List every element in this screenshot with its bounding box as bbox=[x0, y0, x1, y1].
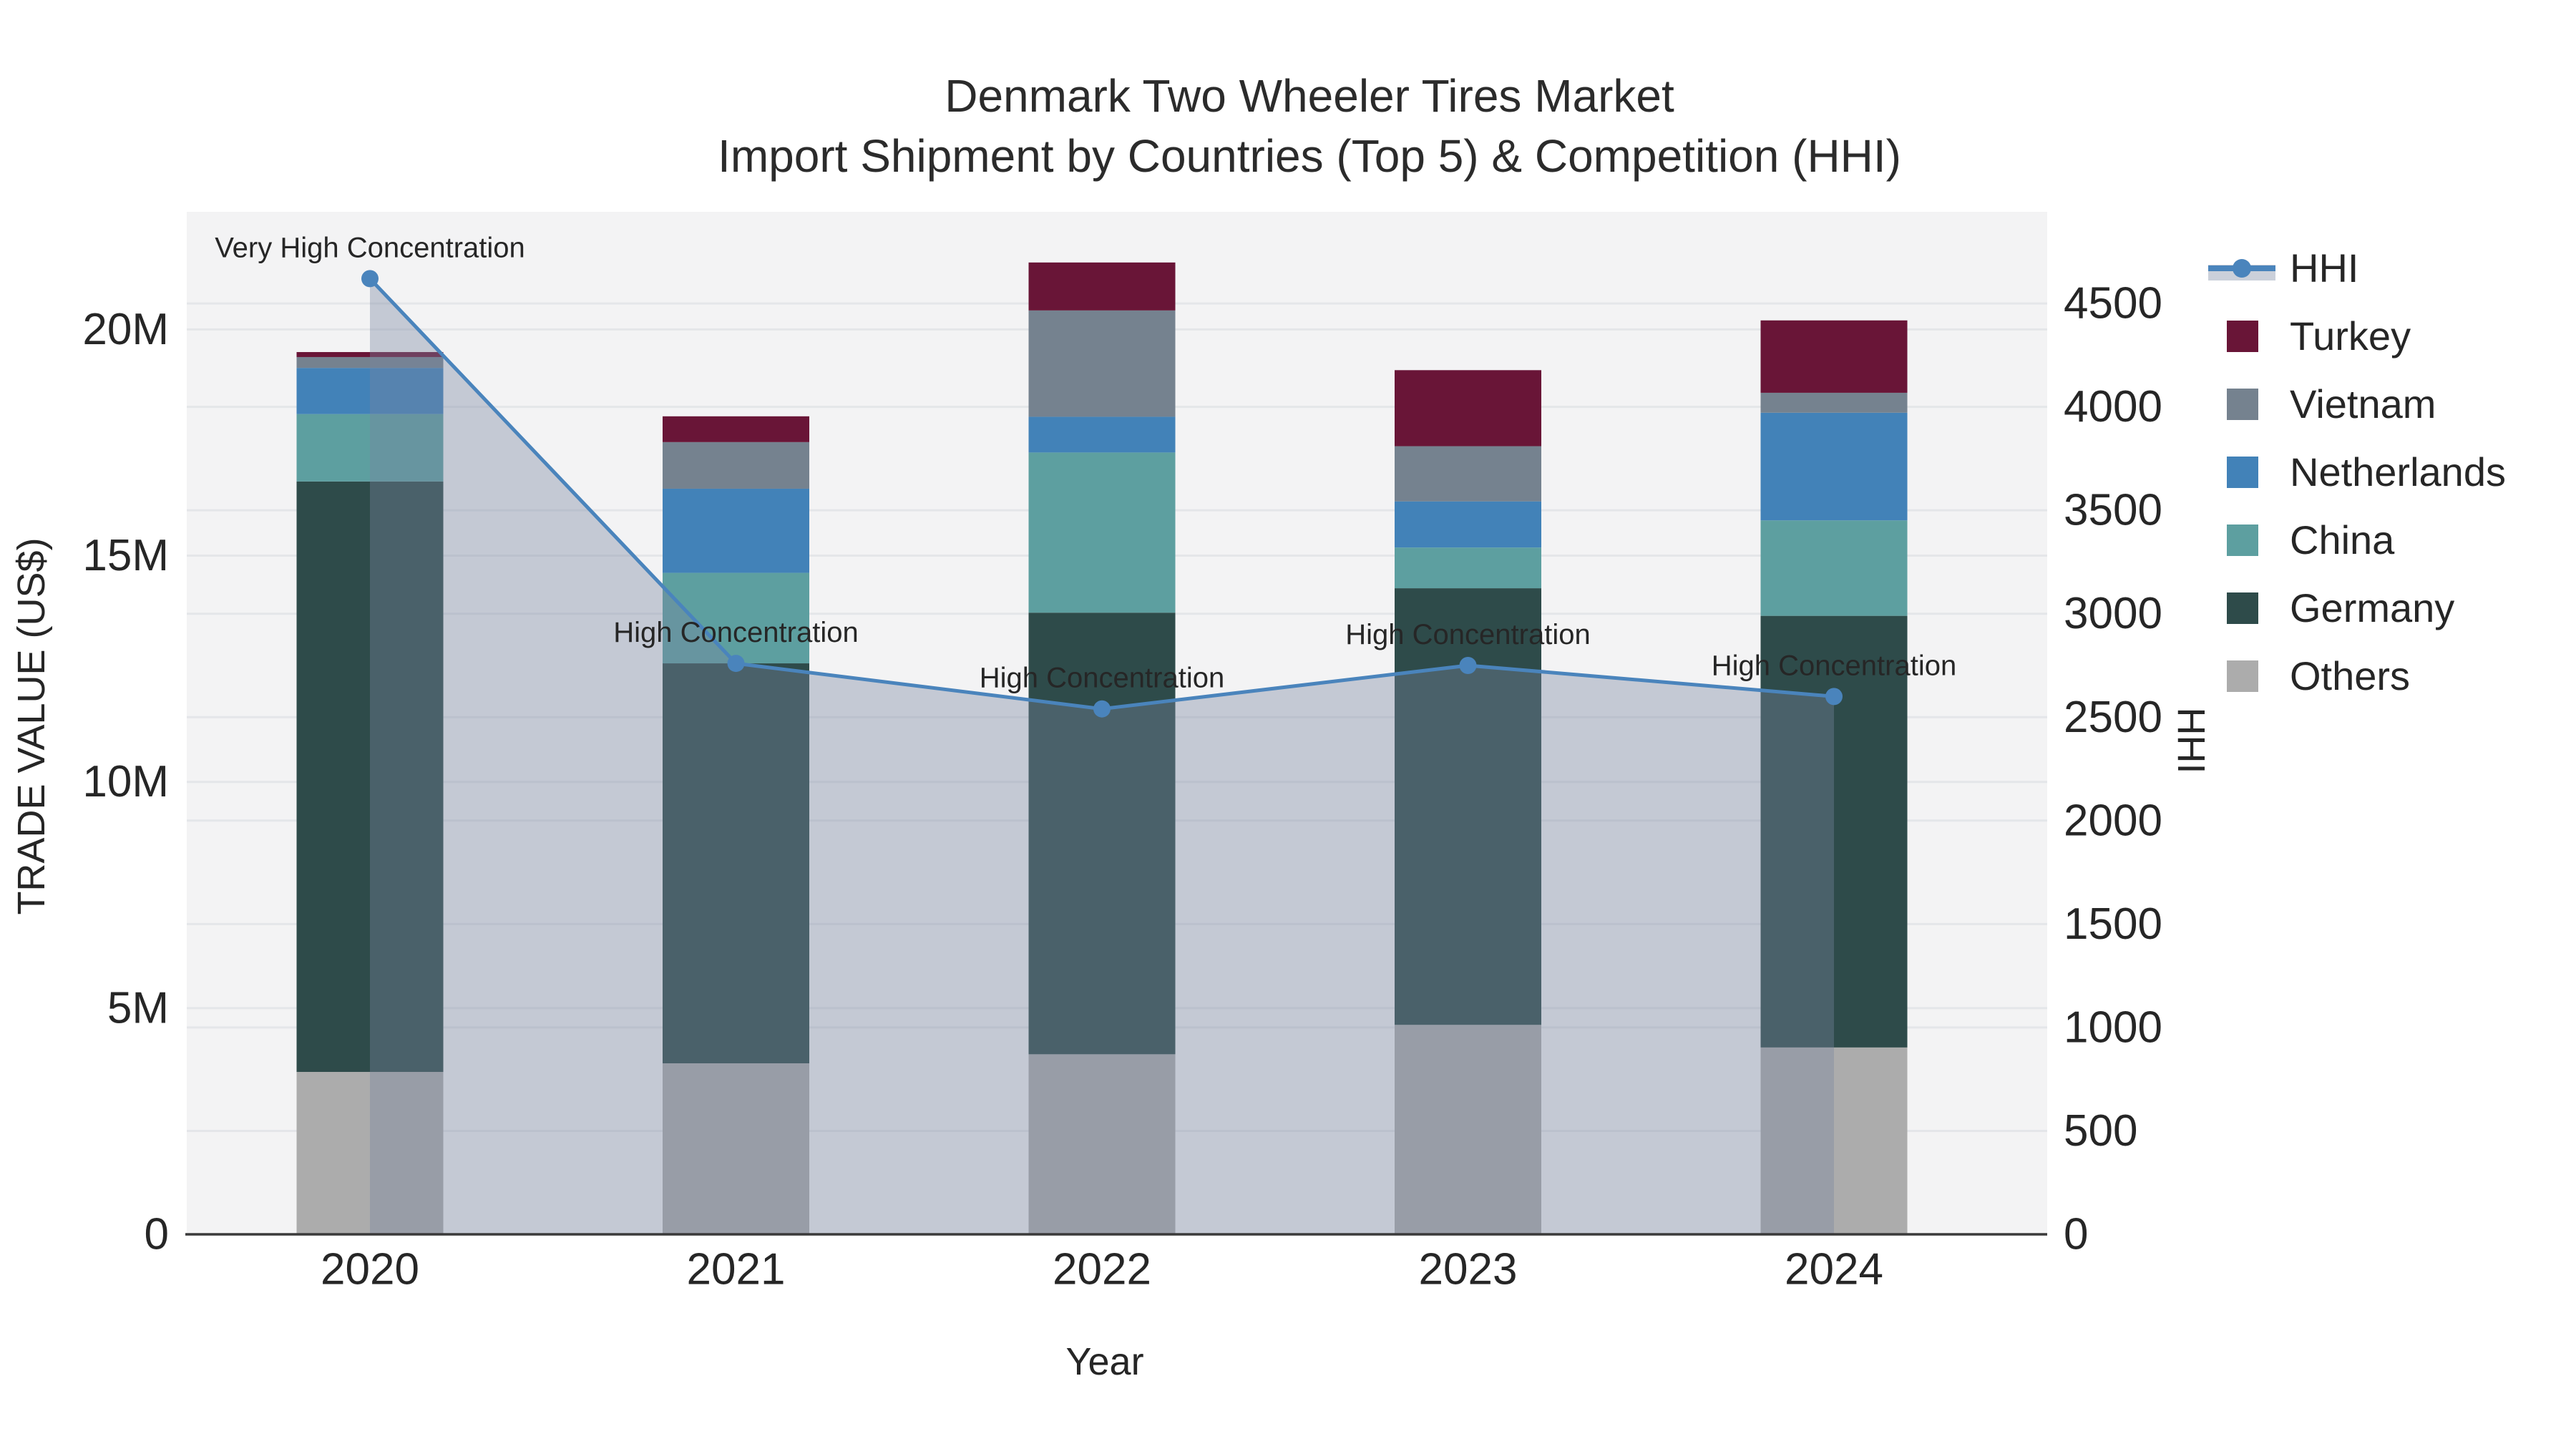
legend-color-square-icon bbox=[2227, 388, 2258, 420]
legend-item-netherlands[interactable]: Netherlands bbox=[2208, 438, 2506, 506]
y-left-tick-5M: 5M bbox=[107, 983, 169, 1033]
bar-segment-turkey-2023 bbox=[1395, 370, 1541, 447]
y-right-tick-3500: 3500 bbox=[2064, 486, 2162, 535]
bar-segment-china-2021 bbox=[663, 572, 809, 664]
chart-title-line1: Denmark Two Wheeler Tires Market bbox=[945, 70, 1674, 122]
hhi-marker-2020 bbox=[361, 270, 379, 288]
x-tick-2021: 2021 bbox=[687, 1245, 786, 1294]
bar-segment-netherlands-2020 bbox=[296, 368, 444, 414]
y-right-tick-500: 500 bbox=[2064, 1106, 2137, 1156]
bar-segment-others-2022 bbox=[1028, 1054, 1176, 1234]
y-left-tick-0: 0 bbox=[145, 1210, 169, 1259]
bar-segment-vietnam-2020 bbox=[296, 356, 444, 369]
y-right-tick-2000: 2000 bbox=[2064, 796, 2162, 845]
bar-segment-others-2024 bbox=[1760, 1047, 1908, 1234]
y-right-tick-0: 0 bbox=[2064, 1210, 2088, 1259]
x-axis-title: Year bbox=[1065, 1340, 1144, 1383]
legend-item-china[interactable]: China bbox=[2208, 506, 2506, 574]
chart-title-line2: Import Shipment by Countries (Top 5) & C… bbox=[718, 130, 1901, 182]
legend-item-others[interactable]: Others bbox=[2208, 642, 2506, 710]
legend-color-square-icon bbox=[2227, 524, 2258, 556]
legend-color-square-icon bbox=[2227, 456, 2258, 488]
hhi-marker-2024 bbox=[1825, 688, 1843, 706]
annotation-2023: High Concentration bbox=[1345, 619, 1590, 650]
y-left-tick-20M: 20M bbox=[82, 305, 169, 354]
bar-segment-others-2021 bbox=[663, 1063, 809, 1234]
legend-label-china: China bbox=[2290, 517, 2395, 562]
bar-segment-germany-2022 bbox=[1028, 613, 1176, 1055]
bar-segment-china-2024 bbox=[1760, 520, 1908, 616]
legend-swatch-others bbox=[2208, 660, 2290, 692]
bar-segment-china-2022 bbox=[1028, 452, 1176, 613]
legend-swatch-turkey bbox=[2208, 320, 2290, 352]
annotation-2022: High Concentration bbox=[980, 663, 1224, 694]
y-right-tick-1000: 1000 bbox=[2064, 1002, 2162, 1052]
legend-item-vietnam[interactable]: Vietnam bbox=[2208, 370, 2506, 438]
bar-segment-netherlands-2024 bbox=[1760, 412, 1908, 521]
bar-segment-vietnam-2024 bbox=[1760, 392, 1908, 413]
y-right-tick-3000: 3000 bbox=[2064, 589, 2162, 638]
bar-segment-others-2020 bbox=[296, 1072, 444, 1234]
x-tick-2023: 2023 bbox=[1419, 1245, 1518, 1294]
y-left-tick-15M: 15M bbox=[82, 531, 169, 580]
legend-swatch-china bbox=[2208, 524, 2290, 556]
bar-segment-turkey-2022 bbox=[1028, 262, 1176, 311]
y-left-tick-10M: 10M bbox=[82, 757, 169, 806]
legend-color-square-icon bbox=[2227, 320, 2258, 352]
bar-segment-turkey-2020 bbox=[296, 352, 444, 357]
x-tick-2022: 2022 bbox=[1053, 1245, 1151, 1294]
legend-label-hhi: HHI bbox=[2290, 245, 2359, 291]
bar-segment-china-2020 bbox=[296, 414, 444, 482]
hhi-marker-2021 bbox=[727, 655, 745, 673]
bar-segment-vietnam-2021 bbox=[663, 441, 809, 489]
legend-label-others: Others bbox=[2290, 653, 2411, 698]
legend-label-germany: Germany bbox=[2290, 585, 2455, 630]
legend-color-square-icon bbox=[2227, 660, 2258, 692]
annotation-2021: High Concentration bbox=[613, 617, 858, 648]
hhi-line-swatch-icon bbox=[2208, 258, 2275, 280]
hhi-marker-2022 bbox=[1093, 700, 1111, 718]
legend-swatch-vietnam bbox=[2208, 388, 2290, 420]
bar-segment-netherlands-2022 bbox=[1028, 416, 1176, 453]
y-right-tick-4000: 4000 bbox=[2064, 382, 2162, 431]
bar-segment-germany-2020 bbox=[296, 481, 444, 1073]
legend: HHI Turkey Vietnam Netherlands China Germany O… bbox=[2208, 234, 2506, 710]
annotation-2024: High Concentration bbox=[1712, 650, 1956, 681]
x-tick-2024: 2024 bbox=[1785, 1245, 1883, 1294]
legend-label-turkey: Turkey bbox=[2290, 313, 2411, 358]
bar-segment-china-2023 bbox=[1395, 547, 1541, 589]
bar-segment-turkey-2021 bbox=[663, 416, 809, 442]
y-right-tick-2500: 2500 bbox=[2064, 693, 2162, 742]
x-tick-2020: 2020 bbox=[321, 1245, 419, 1294]
legend-color-square-icon bbox=[2227, 592, 2258, 624]
legend-item-turkey[interactable]: Turkey bbox=[2208, 302, 2506, 370]
bar-segment-germany-2021 bbox=[663, 663, 809, 1063]
annotation-2020: Very High Concentration bbox=[215, 232, 525, 263]
bar-segment-vietnam-2022 bbox=[1028, 310, 1176, 417]
bar-segment-netherlands-2021 bbox=[663, 488, 809, 573]
legend-item-germany[interactable]: Germany bbox=[2208, 574, 2506, 642]
legend-swatch-germany bbox=[2208, 592, 2290, 624]
bar-segment-others-2023 bbox=[1395, 1025, 1541, 1234]
bar-segment-germany-2024 bbox=[1760, 615, 1908, 1048]
chart-title: Denmark Two Wheeler Tires Market Import … bbox=[21, 66, 2576, 186]
y-right-tick-1500: 1500 bbox=[2064, 899, 2162, 949]
hhi-area-fill bbox=[370, 278, 1834, 1234]
y-axis-title-right: HHI bbox=[2170, 707, 2212, 774]
bar-segment-vietnam-2023 bbox=[1395, 446, 1541, 502]
bar-segment-turkey-2024 bbox=[1760, 320, 1908, 393]
legend-label-netherlands: Netherlands bbox=[2290, 449, 2506, 494]
legend-label-vietnam: Vietnam bbox=[2290, 381, 2436, 426]
legend-swatch-netherlands bbox=[2208, 456, 2290, 488]
hhi-marker-2023 bbox=[1459, 656, 1477, 674]
legend-swatch-hhi bbox=[2208, 247, 2290, 290]
y-right-tick-4500: 4500 bbox=[2064, 279, 2162, 328]
legend-item-hhi[interactable]: HHI bbox=[2208, 234, 2506, 302]
y-axis-title-left: TRADE VALUE (US$) bbox=[10, 537, 53, 915]
bar-segment-netherlands-2023 bbox=[1395, 501, 1541, 548]
